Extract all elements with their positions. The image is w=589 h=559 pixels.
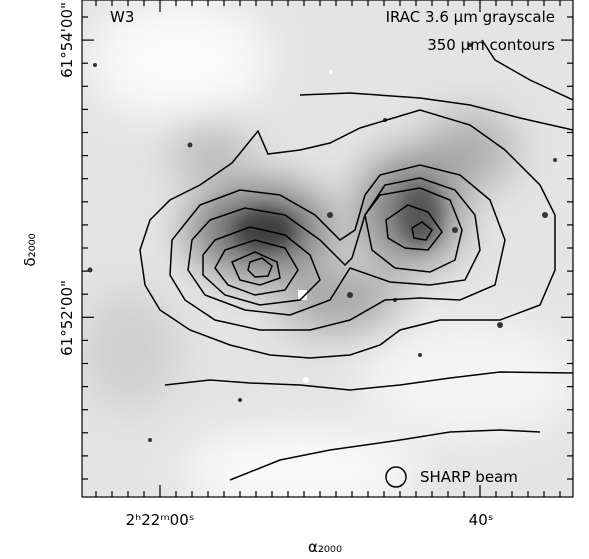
field-label: W3 [110, 8, 134, 26]
x-tick-label: 40ˢ [469, 511, 494, 529]
y-tick-label: 61°52'00" [58, 280, 76, 356]
y-axis-label: δ₂₀₀₀ [21, 233, 39, 266]
tick-marks [82, 0, 573, 497]
beam-label: SHARP beam [420, 468, 518, 486]
grayscale-image [82, 0, 573, 497]
y-tick-label: 61°54'00" [58, 2, 76, 78]
image-label: IRAC 3.6 μm grayscale [386, 8, 555, 26]
x-tick-label: 2ʰ22ᵐ00ˢ [126, 511, 195, 529]
contour-label: 350 μm contours [427, 36, 555, 54]
beam-symbol [385, 466, 407, 488]
x-axis-label: α₂₀₀₀ [308, 538, 342, 556]
